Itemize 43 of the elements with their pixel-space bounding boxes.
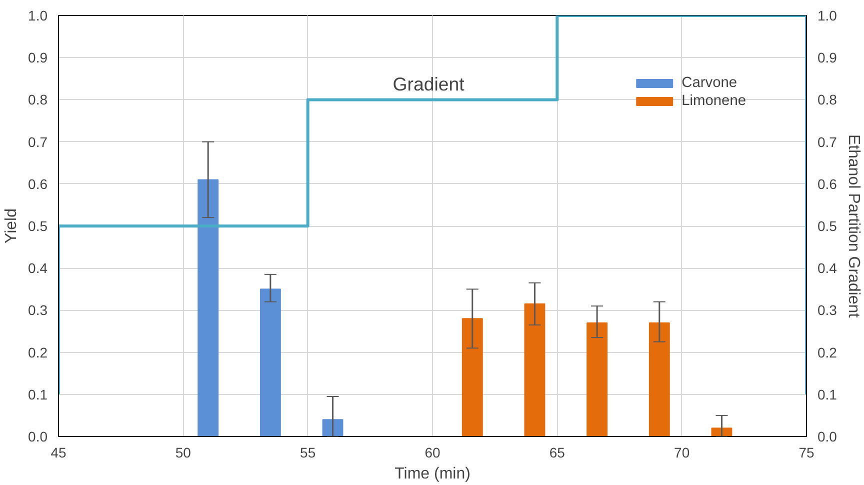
legend-label: Carvone	[682, 75, 738, 91]
y-tick-label: 0.6	[28, 176, 48, 192]
bar	[462, 318, 483, 436]
bar	[586, 322, 608, 436]
y-tick-label: 0.9	[28, 50, 48, 66]
bar	[322, 419, 344, 436]
x-tick-label: 75	[798, 444, 814, 460]
x-tick-label: 70	[674, 444, 690, 460]
y2-tick-label: 0.5	[818, 218, 838, 234]
x-tick-label: 50	[175, 444, 192, 460]
bar	[260, 288, 281, 436]
y-tick-label: 0.4	[28, 260, 48, 276]
x-tick-label: 65	[549, 444, 566, 460]
line-series	[58, 16, 806, 396]
y2-tick-label: 0.7	[818, 134, 838, 150]
y-tick-label: 0.3	[28, 302, 48, 318]
y-tick-label: 0.2	[28, 344, 48, 360]
x-tick-label: 55	[300, 444, 316, 460]
y2-tick-label: 0.0	[818, 428, 838, 444]
y2-tick-label: 0.3	[818, 302, 838, 318]
y-tick-label: 1.0	[28, 8, 48, 24]
x-tick-label: 60	[424, 444, 440, 460]
x-axis-title: Time (min)	[394, 466, 470, 482]
annotation: Gradient	[392, 74, 466, 94]
y2-tick-label: 0.9	[818, 50, 838, 66]
bar	[524, 303, 546, 436]
y2-tick-label: 1.0	[818, 8, 838, 24]
y-tick-label: 0.1	[28, 386, 48, 402]
y2-tick-label: 0.4	[818, 260, 838, 276]
y-tick-label: 0.5	[28, 218, 48, 234]
y-tick-label: 0.7	[28, 134, 48, 150]
x-tick-label: 45	[50, 444, 66, 460]
y2-tick-label: 0.6	[818, 176, 838, 192]
y2-tick-label: 0.2	[818, 344, 838, 360]
y2-axis-title: Ethanol Partition Gradient	[844, 134, 862, 318]
bar	[198, 179, 219, 436]
y2-tick-label: 0.1	[818, 386, 838, 402]
y-tick-label: 0.0	[28, 428, 48, 444]
y-tick-label: 0.8	[28, 92, 48, 108]
bar	[648, 322, 670, 436]
legend-label: Limonene	[682, 93, 746, 109]
y2-tick-label: 0.8	[818, 92, 838, 108]
y-axis-title: Yield	[3, 208, 20, 244]
